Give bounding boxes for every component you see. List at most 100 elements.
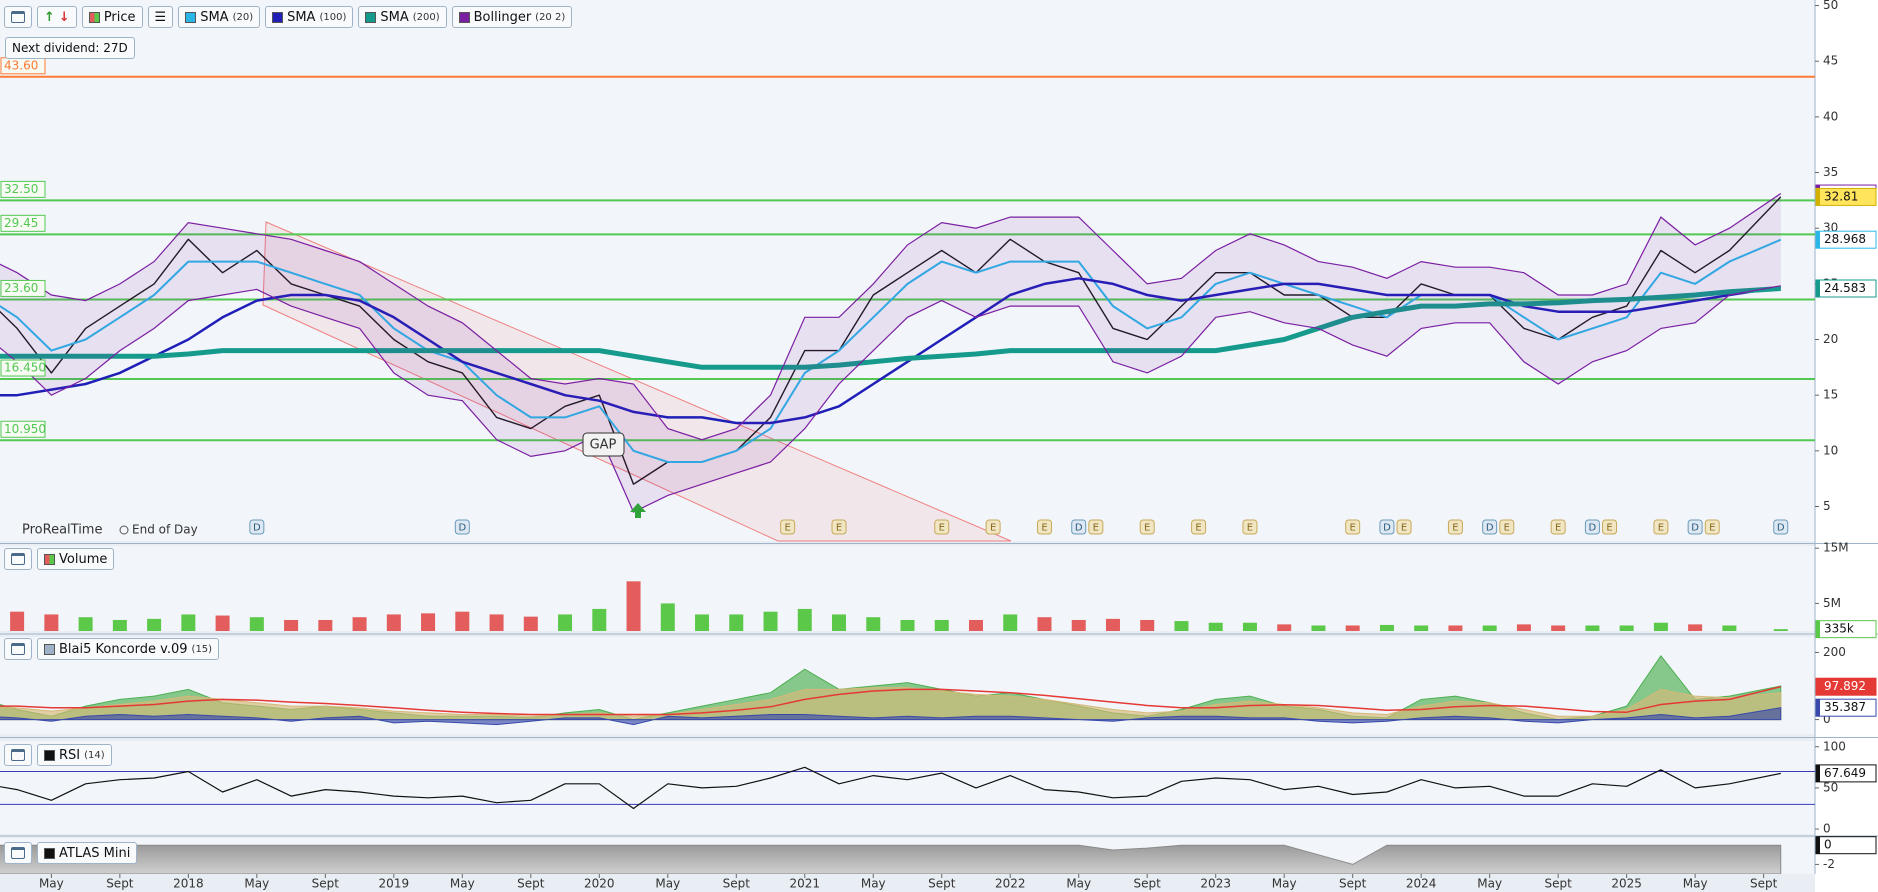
y-tick-label: 20 [1823, 332, 1838, 346]
panel-title: ATLAS Mini [59, 845, 131, 861]
window-button[interactable] [4, 6, 32, 28]
event-label: E [939, 523, 945, 534]
koncorde-title[interactable]: Blai5 Koncorde v.09 (15) [37, 638, 220, 660]
bar [1174, 621, 1189, 631]
event-marker [831, 519, 847, 535]
y-tick-label: 5M [1823, 596, 1841, 610]
value-tag-marker [1816, 699, 1820, 717]
event-label: E [1504, 523, 1510, 534]
event-marker [249, 519, 265, 535]
mode-icon [119, 525, 129, 535]
atlas-title[interactable]: ATLAS Mini [37, 842, 138, 864]
list-button[interactable]: ☰ [147, 6, 174, 28]
event-label: E [1401, 523, 1407, 534]
line [0, 766, 1781, 810]
window-button[interactable] [4, 638, 32, 660]
window-button[interactable] [4, 842, 32, 864]
level-label-box [0, 359, 46, 377]
y-tick-label: 35 [1823, 165, 1838, 179]
value-tag-label: 24.583 [1824, 281, 1866, 295]
legend-sma200[interactable]: SMA (200) [358, 6, 447, 28]
legend-sma100[interactable]: SMA (100) [265, 6, 354, 28]
event-label: E [1658, 523, 1664, 534]
bar [1345, 625, 1360, 631]
window-button[interactable] [4, 548, 32, 570]
event-label: E [1144, 523, 1150, 534]
bar [695, 614, 710, 631]
bar [455, 611, 470, 631]
y-tick-label: 0 [1823, 712, 1831, 726]
event-marker [1499, 519, 1515, 535]
event-marker [1482, 519, 1498, 535]
legend-price[interactable]: Price [81, 6, 143, 28]
event-label: E [1195, 523, 1201, 534]
value-tag-label: 35.387 [1824, 700, 1866, 714]
volume-header: Volume [4, 548, 115, 570]
dividend-row: Next dividend: 27D [5, 37, 135, 59]
bar [215, 615, 230, 631]
legend-params: (200) [412, 11, 440, 23]
bar [1379, 624, 1394, 631]
volume-title[interactable]: Volume [37, 548, 115, 570]
line [0, 685, 1781, 716]
event-marker [1773, 519, 1789, 535]
x-tick-label: 2021 [789, 877, 820, 891]
event-label: E [784, 523, 790, 534]
legend-bollinger[interactable]: Bollinger (20 2) [451, 6, 573, 28]
x-tick-label: May [1272, 877, 1297, 891]
panel-title: Volume [59, 551, 108, 567]
bar [592, 608, 607, 631]
band-fill [0, 193, 1781, 513]
event-label: D [1589, 523, 1597, 534]
bar [1653, 622, 1668, 631]
x-tick-label: May [655, 877, 680, 891]
event-marker [1687, 519, 1703, 535]
event-label: E [1452, 523, 1458, 534]
legend-label: Bollinger [473, 9, 532, 25]
event-marker [1036, 519, 1052, 535]
value-tag-marker [1816, 678, 1820, 696]
bar [78, 617, 93, 631]
bar [1277, 624, 1292, 631]
bar [1037, 617, 1052, 631]
bar [1140, 619, 1155, 631]
bar [866, 617, 881, 631]
y-tick-label: 5 [1823, 499, 1831, 513]
event-label: E [1247, 523, 1253, 534]
x-tick-label: Sept [517, 877, 545, 891]
y-tick-label: 15 [1823, 388, 1838, 402]
legend-sma20[interactable]: SMA (20) [178, 6, 261, 28]
x-tick-label: Sept [1134, 877, 1162, 891]
panel-params: (14) [84, 749, 105, 761]
bar [10, 611, 25, 631]
value-tag-label: 28.968 [1824, 232, 1866, 246]
event-label: E [990, 523, 996, 534]
bar [1585, 625, 1600, 631]
panel-title: Blai5 Koncorde v.09 [59, 641, 188, 657]
atlas-header: ATLAS Mini [4, 842, 138, 864]
bar [489, 614, 504, 631]
panel-title: RSI [59, 747, 81, 763]
event-marker [1704, 519, 1720, 535]
x-tick-label: 2019 [379, 877, 410, 891]
x-tick-label: 2025 [1611, 877, 1642, 891]
arrows-button[interactable]: ↑ ↓ [37, 6, 77, 28]
y-tick-label: 40 [1823, 109, 1838, 123]
bar [181, 614, 196, 631]
line [0, 286, 1781, 370]
event-label: E [1093, 523, 1099, 534]
bar [1311, 625, 1326, 631]
value-tag-label: 0 [1824, 838, 1832, 852]
bar [934, 619, 949, 631]
event-marker [1345, 519, 1361, 535]
value-tag-label: 67.649 [1824, 766, 1866, 780]
window-button[interactable] [4, 744, 32, 766]
x-tick-label: Sept [1544, 877, 1572, 891]
bar [832, 614, 847, 631]
event-marker [1139, 519, 1155, 535]
level-label: 43.60 [4, 58, 38, 72]
rsi-title[interactable]: RSI (14) [37, 744, 112, 766]
footer-source: ProRealTime [22, 523, 102, 538]
panel-plot [0, 654, 1782, 726]
